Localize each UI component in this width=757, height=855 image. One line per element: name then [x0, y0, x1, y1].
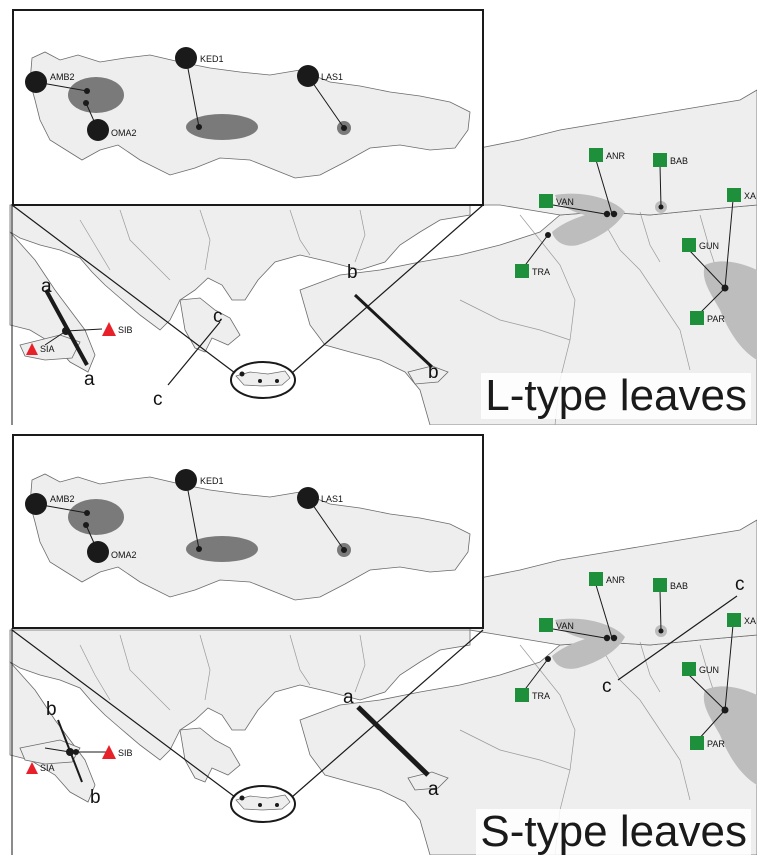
site-marker-par-square-icon[interactable] — [690, 311, 704, 325]
transect-line-c — [167, 321, 221, 386]
site-marker-van-square-icon[interactable] — [539, 194, 553, 208]
transect-label-c-end: c — [602, 676, 612, 697]
transect-label-a-end: a — [428, 779, 439, 800]
zoom-line-right — [291, 629, 484, 798]
site-label-sib: SIB — [118, 325, 133, 335]
site-marker-anr-square-icon[interactable] — [589, 148, 603, 162]
site-label-gun: GUN — [699, 665, 719, 675]
site-label-anr: ANR — [606, 151, 626, 161]
site-marker-gun-square-icon[interactable] — [682, 662, 696, 676]
site-label-amb2: AMB2 — [50, 72, 75, 82]
density-east-gun — [703, 261, 757, 360]
transect-label-a-start: a — [343, 687, 354, 708]
site-label-oma2: OMA2 — [111, 128, 137, 138]
site-label-gun: GUN — [699, 241, 719, 251]
land-cyprus — [407, 365, 449, 385]
map-svg: ANR BAB VAN TRA GUN PAR XA SIA SIB a a b… — [0, 0, 757, 425]
transect-label-a-start: a — [41, 276, 52, 297]
crete-oval — [230, 361, 296, 399]
site-marker-van-square-icon[interactable] — [539, 618, 553, 632]
site-marker-xa-square-icon[interactable] — [727, 188, 741, 202]
transect-line-c — [617, 595, 738, 681]
site-marker-sib-triangle-icon[interactable] — [102, 745, 116, 759]
site-label-par: PAR — [707, 739, 725, 749]
transect-line-b — [353, 293, 434, 369]
transect-label-b-end: b — [428, 362, 439, 383]
site-marker-bab-square-icon[interactable] — [653, 153, 667, 167]
site-marker-las1-circle-icon[interactable] — [297, 65, 319, 87]
transect-label-a-end: a — [84, 369, 95, 390]
site-label-oma2: OMA2 — [111, 550, 137, 560]
site-label-amb2: AMB2 — [50, 494, 75, 504]
transect-label-b-start: b — [46, 699, 57, 720]
zoom-line-left — [11, 204, 236, 374]
site-label-xa: XA — [744, 191, 756, 201]
site-marker-las1-circle-icon[interactable] — [297, 487, 319, 509]
site-marker-oma2-circle-icon[interactable] — [87, 541, 109, 563]
east-site-markers — [515, 572, 741, 750]
crete-inset — [12, 434, 484, 629]
site-label-par: PAR — [707, 314, 725, 324]
land-europe — [9, 204, 471, 331]
site-marker-sia-triangle-icon[interactable] — [26, 343, 38, 355]
transect-label-b-end: b — [90, 787, 101, 808]
site-label-van: VAN — [556, 621, 574, 631]
site-marker-amb2-circle-icon[interactable] — [25, 71, 47, 93]
site-marker-ked1-circle-icon[interactable] — [175, 469, 197, 491]
site-label-sia: SIA — [40, 763, 55, 773]
density-east-van — [552, 193, 625, 246]
density-east-van — [552, 618, 625, 669]
site-marker-bab-square-icon[interactable] — [653, 578, 667, 592]
map-panel-l-type: ANR BAB VAN TRA GUN PAR XA SIA SIB a a b… — [0, 0, 757, 425]
site-label-bab: BAB — [670, 156, 688, 166]
transect-label-b-start: b — [347, 262, 358, 283]
panel-separator — [0, 425, 757, 430]
site-marker-amb2-circle-icon[interactable] — [25, 493, 47, 515]
transect-label-c-start: c — [213, 306, 223, 327]
land-caucasus-north — [469, 519, 757, 646]
site-label-ked1: KED1 — [200, 54, 224, 64]
panel-title-l-type: L-type leaves — [481, 372, 751, 419]
site-label-van: VAN — [556, 197, 574, 207]
east-site-markers — [515, 148, 741, 325]
panel-title-s-type: S-type leaves — [476, 808, 751, 855]
map-svg: ANR BAB VAN TRA GUN PAR XA SIA SIB a a b… — [0, 430, 757, 855]
site-marker-ked1-circle-icon[interactable] — [175, 47, 197, 69]
site-marker-sia-triangle-icon[interactable] — [26, 762, 38, 774]
site-label-sib: SIB — [118, 748, 133, 758]
crete-inset — [12, 9, 484, 206]
site-label-las1: LAS1 — [321, 494, 343, 504]
density-east-gun — [703, 686, 757, 785]
site-label-las1: LAS1 — [321, 72, 343, 82]
land-greece — [179, 297, 241, 353]
site-marker-oma2-circle-icon[interactable] — [87, 119, 109, 141]
site-label-tra: TRA — [532, 691, 550, 701]
site-label-anr: ANR — [606, 575, 626, 585]
map-panel-s-type: ANR BAB VAN TRA GUN PAR XA SIA SIB a a b… — [0, 430, 757, 855]
site-marker-gun-square-icon[interactable] — [682, 238, 696, 252]
land-greece — [179, 727, 241, 783]
land-europe — [9, 629, 471, 761]
land-caucasus-north — [469, 89, 757, 216]
site-label-tra: TRA — [532, 267, 550, 277]
site-marker-sib-triangle-icon[interactable] — [102, 322, 116, 336]
site-label-xa: XA — [744, 616, 756, 626]
site-label-bab: BAB — [670, 581, 688, 591]
site-marker-xa-square-icon[interactable] — [727, 613, 741, 627]
land-sicily — [19, 739, 81, 765]
transect-label-c-end: c — [153, 389, 163, 410]
site-label-sia: SIA — [40, 344, 55, 354]
transect-label-c-start: c — [735, 574, 745, 595]
site-marker-tra-square-icon[interactable] — [515, 688, 529, 702]
crete-oval — [230, 785, 296, 823]
site-marker-anr-square-icon[interactable] — [589, 572, 603, 586]
zoom-line-right — [291, 204, 484, 374]
zoom-line-left — [11, 629, 236, 798]
transect-line-a — [356, 705, 430, 777]
site-marker-par-square-icon[interactable] — [690, 736, 704, 750]
site-marker-tra-square-icon[interactable] — [515, 264, 529, 278]
site-label-ked1: KED1 — [200, 476, 224, 486]
